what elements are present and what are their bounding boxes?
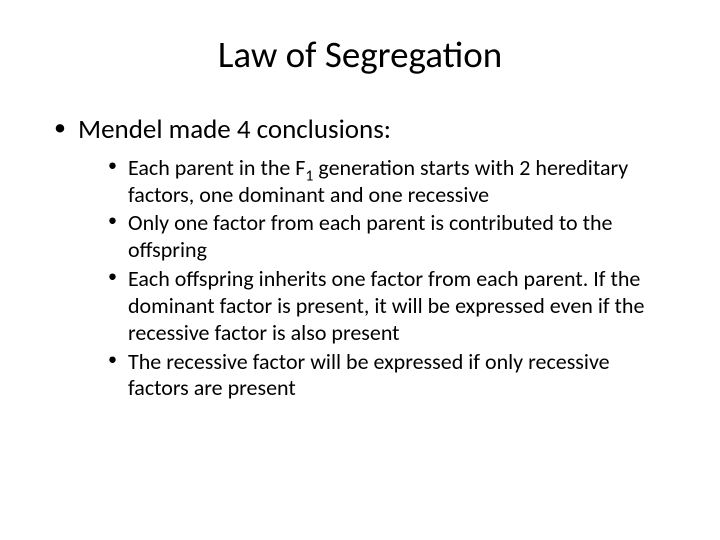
slide-title: Law of Segregation [50,32,670,77]
bullet-text: Only one factor from each parent is cont… [128,209,612,263]
slide: Law of Segregation Mendel made 4 conclus… [0,0,720,540]
list-item: Only one factor from each parent is cont… [78,210,670,264]
bullet-list-level1: Mendel made 4 conclusions: Each parent i… [50,113,670,402]
main-bullet-text: Mendel made 4 conclusions: [78,113,391,146]
bullet-text-pre: Each parent in the F [128,154,305,181]
bullet-text: Each offspring inherits one factor from … [128,265,644,346]
list-item: Each offspring inherits one factor from … [78,266,670,346]
list-item: Each parent in the F1 generation starts … [78,155,670,209]
bullet-text: The recessive factor will be expressed i… [128,348,610,402]
list-item: The recessive factor will be expressed i… [78,349,670,403]
list-item: Mendel made 4 conclusions: Each parent i… [50,113,670,402]
bullet-list-level2: Each parent in the F1 generation starts … [78,155,670,402]
